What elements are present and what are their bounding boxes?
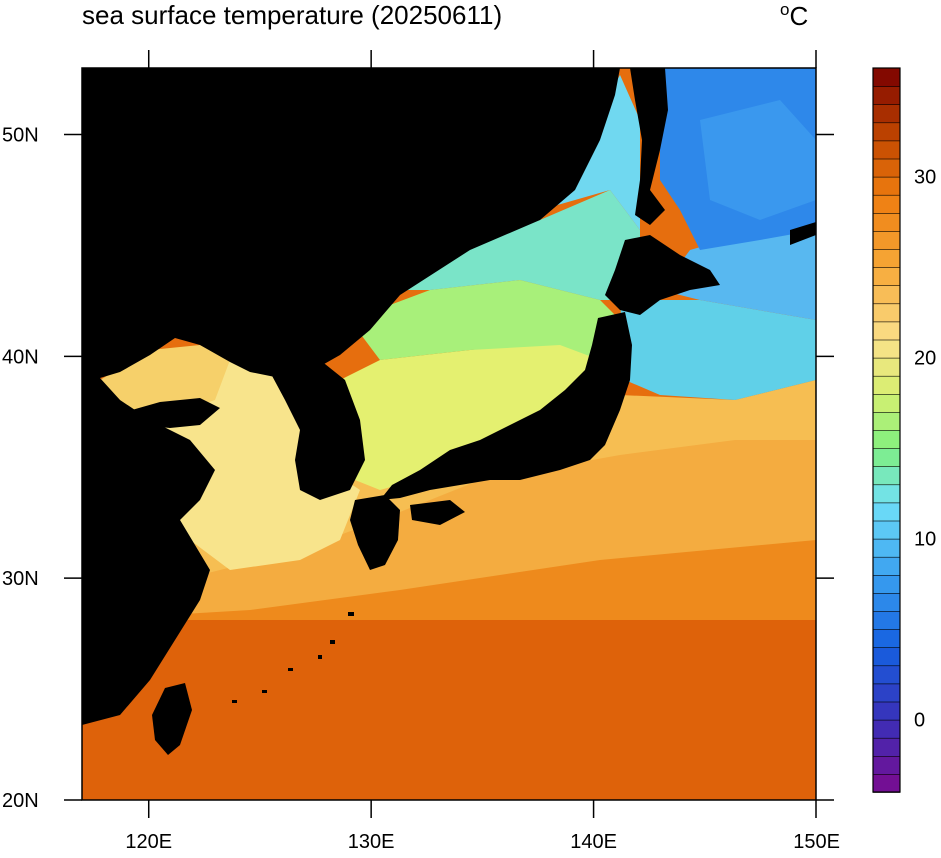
colorbar-segment (872, 737, 901, 757)
colorbar-segment (872, 628, 901, 648)
land-asian-continent (82, 68, 620, 725)
land (82, 68, 816, 755)
map-title: sea surface temperature (20250611) (82, 0, 503, 30)
colorbar-segment (872, 284, 901, 305)
colorbar-segment (872, 411, 901, 431)
map-frame (81, 67, 817, 801)
colorbar-segment (872, 447, 901, 468)
map-axes: 120E 130E 140E 150E 50N 40N 30N 20N (2, 50, 840, 853)
colorbar-segment (872, 574, 901, 594)
colorbar-segment (872, 375, 901, 395)
land-ryukyu-islet (330, 640, 335, 644)
colorbar-segment (872, 357, 901, 377)
colorbar-tick-label: 30 (914, 167, 936, 189)
colorbar-segment (872, 592, 901, 612)
colorbar-segment (872, 393, 901, 413)
land-shandong-peninsula (125, 398, 220, 428)
colorbar-segment (872, 67, 901, 87)
colorbar-segment (872, 520, 901, 540)
colorbar: 0 10 20 30 (872, 67, 936, 793)
land-honshu (380, 312, 632, 500)
land-hokkaido (605, 235, 720, 315)
colorbar-segment (872, 212, 901, 232)
colorbar-segment (872, 85, 901, 105)
land-ryukyu-islet (288, 668, 293, 671)
colorbar-segment (872, 321, 901, 341)
colorbar-segment (872, 429, 901, 449)
degree-symbol: o (780, 0, 790, 19)
colorbar-segment (872, 683, 901, 703)
colorbar-segment (872, 266, 901, 287)
colorbar-segment (872, 158, 901, 178)
land-shikoku (410, 500, 465, 525)
colorbar-segment (872, 194, 901, 214)
ocean-sea-of-japan-central (350, 280, 630, 360)
ocean-kuril-waters (660, 220, 816, 320)
land-kuril-islands (790, 222, 816, 245)
land-ryukyu-islet (262, 690, 267, 693)
lat-tick-label: 30N (2, 568, 39, 590)
colorbar-tick-label: 20 (914, 348, 936, 370)
lat-tick-label: 50N (2, 125, 39, 147)
colorbar-tick-label: 0 (914, 710, 925, 732)
colorbar-segment (872, 302, 901, 323)
land-ryukyu-islet (318, 655, 322, 659)
land-taiwan (152, 683, 192, 755)
lon-tick-label: 120E (125, 831, 172, 853)
colorbar-segment (872, 248, 901, 268)
colorbar-segment (872, 610, 901, 630)
ocean-sea-of-japan-north (400, 190, 640, 300)
ocean-oyashio-current (620, 300, 816, 400)
lon-tick-label: 150E (793, 831, 840, 853)
land-ryukyu-islet (348, 612, 354, 616)
unit-label: oC (780, 0, 808, 32)
lat-tick-label: 20N (2, 790, 39, 812)
land-ryukyu-islet (232, 700, 237, 703)
colorbar-tick-label: 10 (914, 529, 936, 551)
colorbar-segment (872, 483, 901, 504)
colorbar-segment (872, 502, 901, 522)
colorbar-segment (872, 230, 901, 250)
colorbar-segment (872, 140, 901, 160)
land-kyushu (350, 495, 400, 570)
colorbar-segment (872, 664, 901, 685)
lon-tick-label: 140E (570, 831, 617, 853)
colorbar-segment (872, 773, 901, 793)
ocean-okhotsk-cold-patch (700, 100, 816, 220)
map-panel (82, 68, 816, 800)
colorbar-segment (872, 339, 901, 359)
colorbar-segment (872, 556, 901, 576)
colorbar-segment (872, 103, 901, 124)
land-korean-peninsula (270, 360, 365, 500)
colorbar-segment (872, 122, 901, 142)
colorbar-segment (872, 538, 901, 558)
colorbar-segment (872, 646, 901, 667)
colorbar-segment (872, 465, 901, 486)
land-sakhalin (630, 68, 668, 225)
ocean-sea-of-japan-south (300, 340, 600, 490)
colorbar-frame (872, 67, 901, 793)
colorbar-segment (872, 719, 901, 739)
colorbar-segment (872, 176, 901, 196)
colorbar-segment (872, 701, 901, 721)
colorbar-segment (872, 755, 901, 775)
ocean-band-tropical (82, 620, 816, 800)
lon-tick-label: 130E (348, 831, 395, 853)
unit-letter: C (789, 1, 809, 31)
lat-tick-label: 40N (2, 346, 39, 368)
